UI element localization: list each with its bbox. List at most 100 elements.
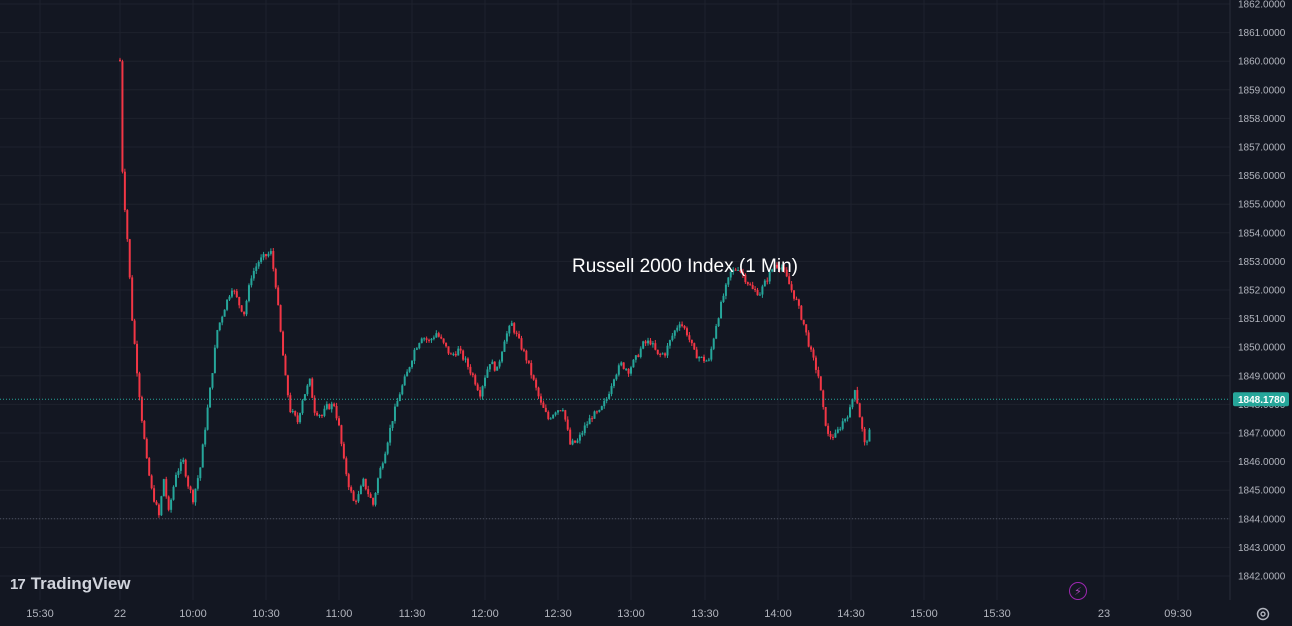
candle-body [778, 267, 781, 270]
y-tick-label: 1859.0000 [1238, 85, 1286, 96]
x-tick-label: 15:00 [910, 608, 938, 620]
candle-body [488, 364, 491, 370]
candle-body [223, 309, 226, 317]
candle-body [279, 305, 282, 332]
candle-body [549, 418, 552, 420]
candle-body [369, 494, 372, 498]
candle-body [525, 350, 528, 361]
candle-body [656, 349, 659, 354]
candle-body [177, 470, 180, 475]
candle-body [537, 387, 540, 397]
candle-body [574, 440, 577, 443]
candle-body [316, 412, 319, 416]
candle-body [381, 463, 384, 469]
candle-body [284, 355, 287, 376]
candle-body [323, 408, 326, 416]
candle-body [717, 318, 720, 327]
x-tick-label: 14:00 [764, 608, 792, 620]
candle-body [411, 360, 413, 368]
candle-body [651, 343, 654, 345]
candle-body [374, 492, 377, 505]
candle-body [328, 404, 331, 410]
candle-body [432, 337, 435, 339]
candle-body [230, 290, 233, 297]
candle-body [194, 488, 197, 503]
candle-body [466, 358, 469, 367]
candle-body [449, 353, 452, 355]
candle-body [367, 489, 370, 495]
candle-body [167, 496, 170, 510]
tradingview-brand[interactable]: 17 TradingView [10, 574, 131, 594]
x-axis[interactable]: 15:30 22 10:00 10:30 11:00 11:30 12:00 12:30 13:… [26, 608, 1192, 620]
candle-body [247, 285, 250, 301]
candle-body [693, 343, 696, 350]
candle-body [342, 443, 345, 459]
candle-body [350, 487, 353, 492]
y-axis[interactable]: 1842.0000 1843.0000 1844.0000 1845.0000 1846… [1229, 0, 1286, 600]
candle-body [184, 459, 187, 477]
candle-body [583, 425, 586, 434]
candle-body [851, 398, 854, 408]
candle-layer[interactable] [119, 57, 871, 518]
candle-body [355, 500, 358, 502]
candle-body [133, 320, 136, 344]
candle-body [581, 433, 584, 435]
candle-body [415, 348, 418, 350]
candle-body [530, 363, 533, 376]
candle-body [255, 266, 258, 271]
candle-body [228, 296, 231, 300]
bolt-icon[interactable]: ⚡ [1069, 582, 1087, 600]
candle-body [712, 338, 715, 349]
candle-body [170, 499, 173, 510]
candle-body [593, 411, 596, 419]
candle-body [710, 348, 713, 360]
candle-body [632, 359, 635, 368]
candle-body [637, 355, 640, 357]
candle-body [484, 377, 486, 387]
candle-body [119, 59, 121, 62]
settings-icon[interactable] [1255, 606, 1271, 622]
candle-body [136, 343, 139, 374]
candle-body [622, 362, 625, 369]
candle-body [262, 254, 265, 258]
candle-body [338, 418, 340, 426]
candle-body [496, 366, 499, 371]
candle-body [155, 501, 158, 505]
candle-body [486, 369, 489, 378]
candle-body [510, 323, 513, 326]
candle-body [564, 410, 567, 420]
candle-body [600, 406, 603, 410]
candle-body [189, 486, 192, 490]
candle-body [729, 271, 732, 278]
candle-body [452, 353, 455, 355]
candle-body [727, 277, 730, 285]
candle-body [849, 407, 851, 418]
candle-body [425, 338, 428, 340]
candle-body [457, 348, 460, 356]
candle-body [313, 397, 316, 413]
candle-body [396, 401, 399, 407]
candle-body [634, 355, 637, 360]
candle-body [797, 299, 800, 306]
candle-body [359, 486, 362, 495]
candle-body [608, 393, 611, 399]
candle-body [345, 458, 348, 475]
y-tick-label: 1843.0000 [1238, 543, 1286, 554]
candle-body [814, 357, 817, 370]
candle-body [459, 348, 462, 351]
last-price-tag-text: 1848.1780 [1238, 395, 1286, 406]
candle-body [269, 251, 272, 254]
candle-body [153, 488, 156, 502]
candle-body [707, 359, 710, 361]
candle-body [639, 348, 642, 357]
candle-body [481, 386, 484, 397]
candle-body [340, 425, 343, 444]
y-tick-label: 1858.0000 [1238, 114, 1286, 125]
candle-body [807, 332, 810, 347]
candle-body [795, 298, 798, 300]
candle-body [476, 384, 479, 391]
candle-body [306, 385, 309, 395]
candle-body [690, 339, 693, 344]
